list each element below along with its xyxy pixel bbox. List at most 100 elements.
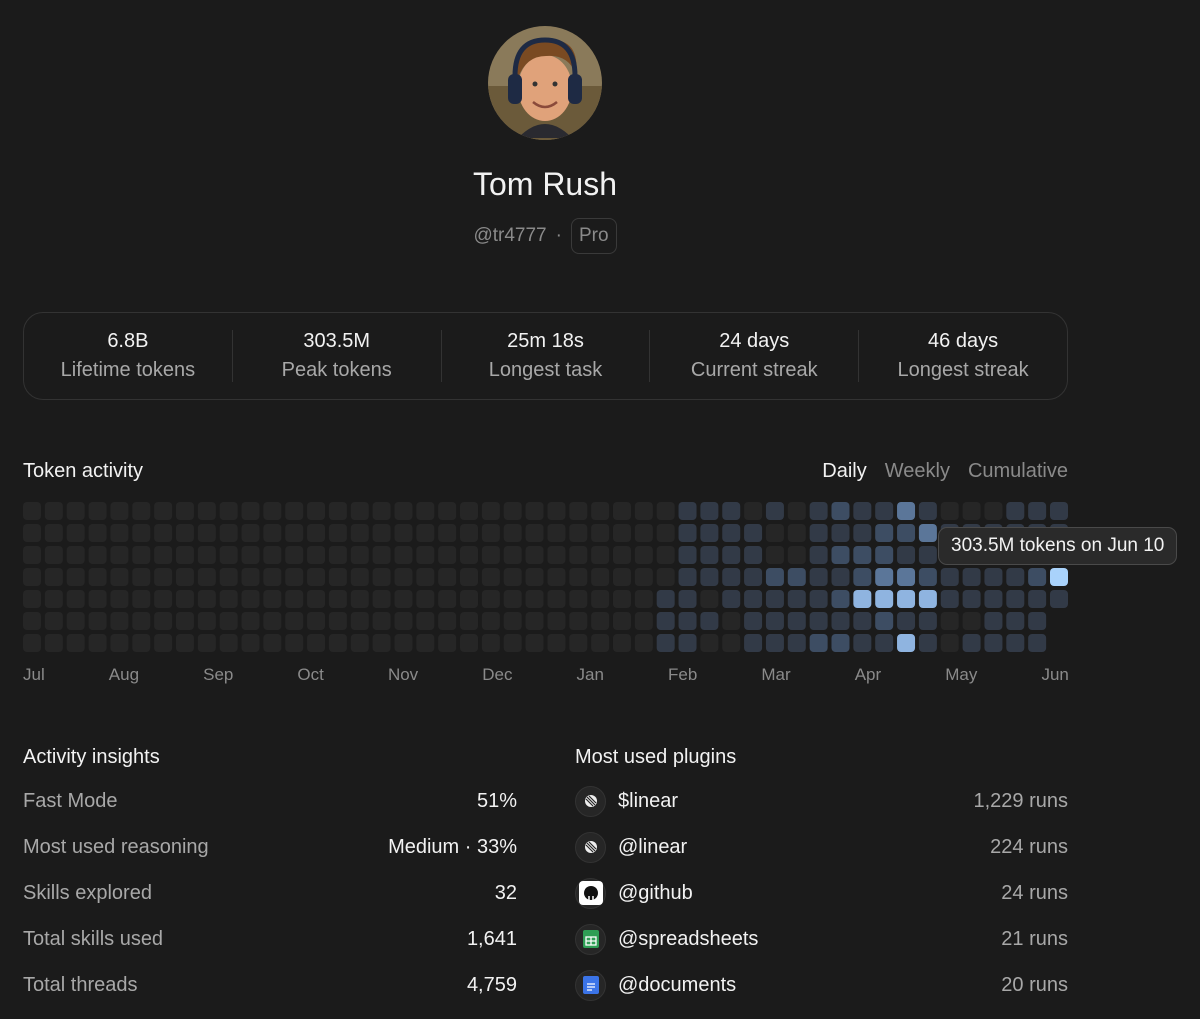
activity-cell <box>1028 612 1047 630</box>
activity-cell <box>88 590 107 608</box>
plugin-row[interactable]: @spreadsheets 21 runs <box>575 923 1068 955</box>
plugin-row[interactable]: @linear 224 runs <box>575 831 1068 863</box>
stat-label: Current streak <box>690 359 818 381</box>
activity-cell <box>416 634 435 652</box>
activity-cell <box>809 524 828 542</box>
plugin-runs: 20 runs <box>1001 973 1068 996</box>
tooltip: 303.5M tokens on Jun 10 <box>938 527 1178 565</box>
activity-cell <box>110 546 129 564</box>
activity-cell <box>831 634 850 652</box>
activity-cell <box>285 546 304 564</box>
month-label: Mar <box>761 665 791 684</box>
plugin-icon <box>575 785 606 817</box>
stat-value: 24 days <box>719 330 790 352</box>
activity-cell <box>765 502 784 520</box>
activity-cell <box>88 502 107 520</box>
activity-cell <box>744 546 763 564</box>
activity-cell <box>438 612 457 630</box>
month-label: Jul <box>23 665 45 684</box>
activity-cell <box>350 634 369 652</box>
stat-label: Lifetime tokens <box>60 359 196 381</box>
activity-cell <box>678 634 697 652</box>
activity-cell <box>438 590 457 608</box>
activity-cell <box>175 612 194 630</box>
activity-cell <box>940 590 959 608</box>
activity-cell <box>438 502 457 520</box>
plugin-row[interactable]: @github 24 runs <box>575 877 1068 909</box>
activity-cell <box>438 634 457 652</box>
activity-heatmap <box>23 502 1068 652</box>
activity-cell <box>809 612 828 630</box>
activity-cell <box>787 524 806 542</box>
activity-cell <box>722 634 741 652</box>
stat-label: Longest streak <box>897 359 1029 381</box>
activity-cell <box>175 546 194 564</box>
activity-cell <box>547 634 566 652</box>
activity-cell <box>154 634 173 652</box>
activity-cell <box>328 502 347 520</box>
activity-cell <box>787 612 806 630</box>
activity-cell <box>503 524 522 542</box>
activity-cell <box>307 612 326 630</box>
activity-cell <box>438 568 457 586</box>
stat-value: 303.5M <box>303 330 371 352</box>
view-tab[interactable]: Weekly <box>884 460 950 482</box>
stat-label: Longest task <box>488 359 603 381</box>
activity-cell <box>612 502 631 520</box>
activity-cell <box>241 634 260 652</box>
insight-value: Medium · 33% <box>388 835 517 858</box>
activity-cell <box>503 568 522 586</box>
plugin-row[interactable]: @documents 20 runs <box>575 969 1068 1001</box>
activity-cell <box>372 568 391 586</box>
activity-cell <box>66 634 85 652</box>
activity-cell <box>219 590 238 608</box>
activity-cell <box>984 502 1003 520</box>
activity-cell <box>219 568 238 586</box>
stat-value: 6.8B <box>107 330 149 352</box>
activity-cell <box>853 568 872 586</box>
activity-cell <box>547 568 566 586</box>
section-title: Token activity <box>23 460 144 482</box>
activity-cell <box>765 612 784 630</box>
activity-cell <box>700 524 719 542</box>
activity-cell <box>1006 634 1025 652</box>
activity-cell <box>88 634 107 652</box>
activity-cell <box>88 524 107 542</box>
activity-cell <box>656 590 675 608</box>
stat: 6.8B Lifetime tokens <box>24 330 232 382</box>
activity-cell <box>328 524 347 542</box>
activity-cell <box>700 612 719 630</box>
activity-cell <box>897 546 916 564</box>
activity-cell <box>918 568 937 586</box>
activity-cell <box>307 546 326 564</box>
plan-badge: Pro <box>570 218 617 254</box>
insights-list: Fast Mode 51% Most used reasoning Medium ·… <box>23 789 517 1019</box>
activity-cell <box>875 524 894 542</box>
activity-cell <box>219 634 238 652</box>
view-tab[interactable]: Cumulative <box>967 460 1068 482</box>
activity-cell <box>700 546 719 564</box>
activity-cell <box>328 568 347 586</box>
activity-cell <box>110 524 129 542</box>
activity-cell <box>460 612 479 630</box>
activity-cell <box>678 612 697 630</box>
activity-cell <box>765 590 784 608</box>
activity-cell <box>591 612 610 630</box>
activity-cell <box>722 590 741 608</box>
activity-cell <box>591 634 610 652</box>
view-tab[interactable]: Daily <box>822 460 867 482</box>
activity-cell <box>307 502 326 520</box>
activity-cell <box>591 568 610 586</box>
activity-cell <box>809 590 828 608</box>
activity-cell <box>875 612 894 630</box>
activity-cell <box>612 546 631 564</box>
activity-cell <box>612 568 631 586</box>
section-title: Most used plugins <box>575 746 737 768</box>
month-axis: Jul Aug Sep Oct Nov Dec Jan Feb Mar Apr May Jun <box>23 665 1069 685</box>
activity-cell <box>875 590 894 608</box>
activity-cell <box>394 524 413 542</box>
activity-cell <box>416 568 435 586</box>
month-label: Jun <box>1041 665 1069 684</box>
plugin-row[interactable]: $linear 1,229 runs <box>575 785 1068 817</box>
